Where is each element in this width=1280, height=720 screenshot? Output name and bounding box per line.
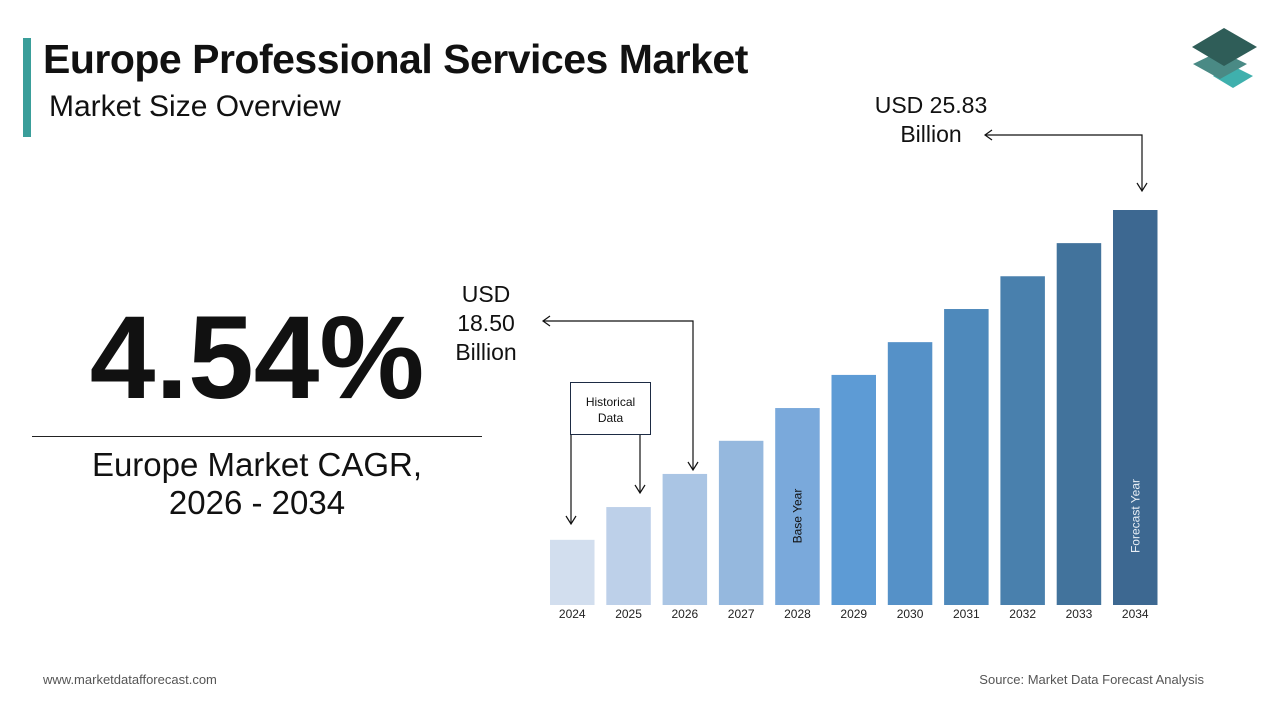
cagr-value: 4.54% [89, 292, 425, 424]
x-tick-label: 2034 [1122, 607, 1149, 621]
bar-2031 [944, 309, 989, 605]
x-tick-label: 2024 [559, 607, 586, 621]
bar-2032 [1000, 276, 1045, 605]
x-tick-label: 2027 [728, 607, 755, 621]
end-value-line2: Billion [900, 121, 962, 147]
bar-2028 [775, 408, 820, 605]
arrowhead-left-icon [983, 129, 993, 141]
x-tick-label: 2032 [1009, 607, 1036, 621]
bar-2025 [606, 507, 651, 605]
end-value-line1: USD 25.83 [874, 92, 988, 118]
end-value-leader-line [985, 134, 1143, 190]
arrowhead-down-icon [634, 484, 646, 495]
bar-2027 [718, 440, 764, 605]
historical-line1: Historical [585, 395, 636, 409]
x-tick-label: 2033 [1066, 607, 1093, 621]
bar-2034 [1113, 210, 1158, 605]
cagr-label-line2: 2026 - 2034 [168, 484, 346, 521]
historical-line2: Data [597, 411, 624, 425]
arrowhead-down-icon [687, 461, 699, 472]
x-tick-label: 2029 [840, 607, 867, 621]
source-note: Source: Market Data Forecast Analysis [979, 672, 1204, 687]
cagr-label: Europe Market CAGR, 2026 - 2034 [32, 446, 482, 522]
end-value-annotation: USD 25.83 Billion [860, 91, 1002, 149]
start-value-line3: Billion [455, 339, 517, 365]
x-tick-label: 2028 [784, 607, 811, 621]
x-tick-label: 2026 [671, 607, 698, 621]
bar-2026 [662, 473, 708, 605]
title-accent-bar [23, 38, 31, 137]
cagr-label-line1: Europe Market CAGR, [91, 446, 423, 483]
bar-2029 [831, 374, 876, 605]
stacked-layers-icon [1192, 28, 1257, 88]
page-subtitle: Market Size Overview [49, 90, 341, 123]
arrowhead-left-icon [541, 315, 551, 327]
website-link[interactable]: www.marketdatafforecast.com [43, 672, 217, 687]
arrowhead-down-icon [565, 515, 577, 526]
arrowhead-down-icon [1136, 182, 1148, 193]
x-tick-label: 2030 [897, 607, 924, 621]
bar-2024 [550, 539, 595, 605]
annotation-arrows [541, 129, 1148, 526]
x-tick-label: 2031 [953, 607, 980, 621]
start-value-annotation: USD 18.50 Billion [444, 280, 528, 367]
page-title: Europe Professional Services Market [43, 36, 748, 82]
forecast-year-label: Forecast Year [1128, 479, 1142, 553]
start-value-line2: 18.50 [457, 310, 515, 336]
x-tick-label: 2025 [615, 607, 642, 621]
historical-data-box: Historical Data [570, 382, 651, 435]
divider [32, 436, 482, 437]
start-value-line1: USD [461, 281, 511, 307]
start-value-leader-line [543, 320, 694, 469]
base-year-label: Base Year [790, 489, 804, 544]
bar-2030 [887, 342, 933, 605]
bar-2033 [1056, 243, 1102, 605]
